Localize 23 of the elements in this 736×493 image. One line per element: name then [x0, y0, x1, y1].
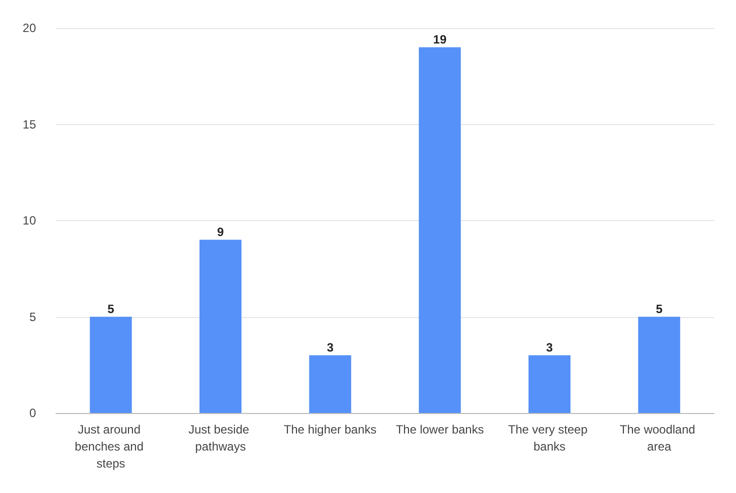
y-tick-label: 20: [22, 21, 36, 35]
x-tick-label: Just beside pathways: [188, 422, 253, 454]
data-label: 3: [326, 340, 334, 354]
y-tick-label: 15: [22, 117, 36, 132]
data-label: 5: [656, 302, 663, 316]
x-tick-label: The lower banks: [396, 422, 484, 436]
data-label: 19: [433, 32, 447, 46]
y-tick-label: 5: [29, 310, 36, 324]
bar: [638, 316, 680, 413]
y-tick-label: 0: [29, 406, 36, 420]
data-label: 3: [546, 340, 554, 354]
data-label: 5: [107, 302, 114, 316]
x-tick-label: The woodland area: [620, 422, 699, 454]
bar: [309, 355, 352, 413]
x-tick-label: Just around benches and steps: [74, 422, 147, 470]
bar: [200, 240, 242, 413]
bar: [528, 355, 570, 413]
y-tick-label: 10: [22, 214, 36, 228]
data-label: 9: [217, 224, 224, 239]
bar: [418, 47, 461, 413]
x-tick-label: The very steep banks: [508, 422, 591, 454]
x-tick-label: The higher banks: [284, 422, 377, 436]
bar: [90, 316, 132, 413]
